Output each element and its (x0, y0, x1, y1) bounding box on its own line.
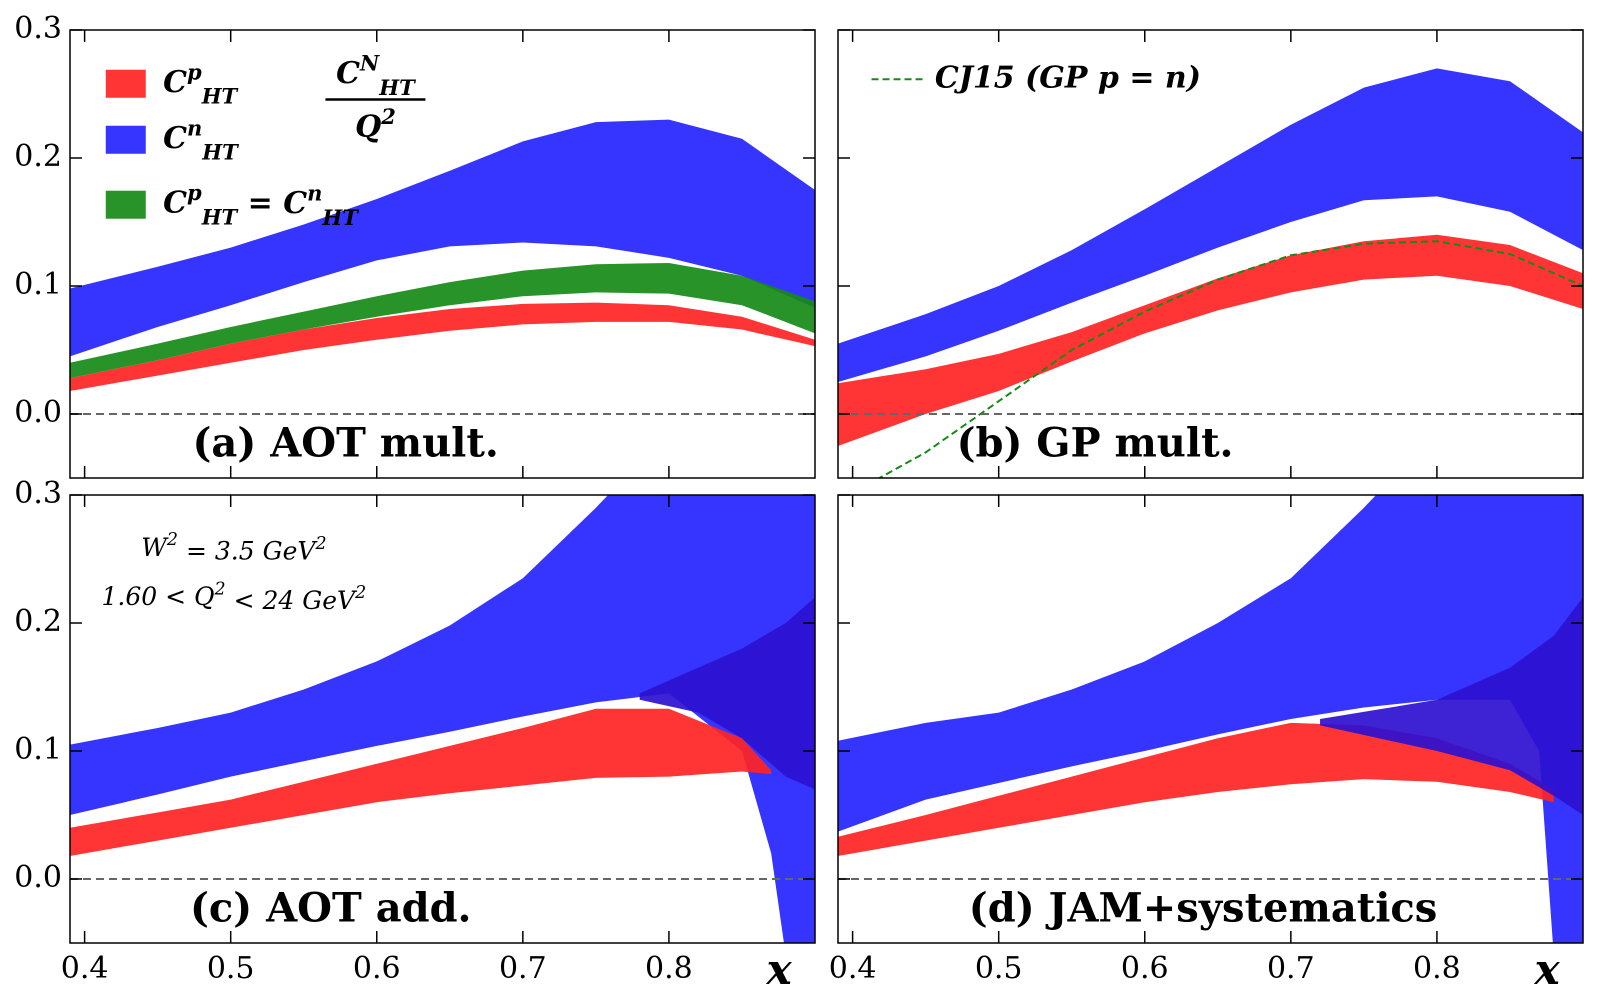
band (70, 495, 815, 943)
band (1320, 597, 1583, 815)
y-tick-label: 0.0 (14, 860, 62, 895)
panel: 0.0 0.1 0.2 0.3 (a) AOT mult. CN​HT​ Q2​ Cp​HT​… (14, 11, 816, 479)
band (70, 708, 772, 856)
band (70, 262, 815, 379)
y-tick-label: 0.1 (14, 267, 62, 302)
formula-numerator: CN​HT​ (336, 50, 416, 99)
y-tick-label: 0.0 (14, 395, 62, 430)
x-tick-label: 0.6 (1121, 951, 1169, 986)
x-tick-label: 0.5 (975, 951, 1023, 986)
annotation: 1.60 < Q2​ < 24 GeV2​ (102, 579, 367, 615)
annotation: W2​ = 3.5 GeV2​ (141, 530, 326, 566)
y-tick-label: 0.1 (14, 732, 62, 767)
y-tick-label: 0.2 (14, 139, 62, 174)
band (838, 68, 1583, 383)
panel: 0.4 0.5 0.6 0.7 0.8 (d) JAM+systematics x (829, 494, 1584, 994)
panel: 0.0 0.1 0.2 0.3 0.4 0.5 0.6 0.7 0.8 (c) AOT add. x… (14, 476, 816, 994)
legend-label: Cp​HT​ (163, 59, 238, 108)
band (639, 597, 815, 790)
panel-label: (d) JAM+systematics (969, 885, 1438, 932)
axes-frame (837, 29, 1584, 479)
plot-area (70, 495, 815, 943)
band (70, 302, 815, 391)
plot-area (838, 68, 1583, 478)
y-tick-label: 0.2 (14, 604, 62, 639)
legend-swatch (105, 69, 146, 98)
legend-label: CJ15 (GP p = n) (935, 60, 1201, 95)
axes-frame (69, 29, 816, 479)
band (838, 495, 1583, 943)
plot-area (70, 119, 815, 415)
plot-area (838, 495, 1583, 943)
x-tick-label: 0.7 (499, 951, 547, 986)
panel: (b) GP mult. CJ15 (GP p = n) (837, 29, 1584, 479)
x-tick-label: 0.4 (829, 951, 877, 986)
x-tick-label: 0.4 (61, 951, 109, 986)
x-axis-label: x (766, 945, 793, 994)
line (877, 240, 1583, 478)
y-tick-label: 0.3 (14, 11, 62, 46)
panel-label: (a) AOT mult. (193, 420, 499, 467)
x-axis-label: x (1534, 945, 1561, 994)
legend-label: Cn​HT​ (163, 115, 239, 164)
x-tick-label: 0.6 (353, 951, 401, 986)
band (70, 119, 815, 357)
x-tick-label: 0.8 (645, 951, 693, 986)
panel-label: (b) GP mult. (957, 420, 1234, 467)
x-tick-label: 0.5 (207, 951, 255, 986)
panel-label: (c) AOT add. (190, 885, 471, 932)
x-tick-label: 0.8 (1413, 951, 1461, 986)
legend-swatch (105, 125, 146, 154)
y-tick-label: 0.3 (14, 476, 62, 511)
x-tick-label: 0.7 (1267, 951, 1315, 986)
band (838, 722, 1554, 856)
axes-frame (69, 494, 816, 944)
legend-label: Cp​HT​ = Cn​HT​ (163, 180, 359, 230)
legend-swatch (105, 190, 146, 219)
band (838, 234, 1583, 446)
axes-frame (837, 494, 1584, 944)
formula-denominator: Q2​ (355, 104, 396, 145)
